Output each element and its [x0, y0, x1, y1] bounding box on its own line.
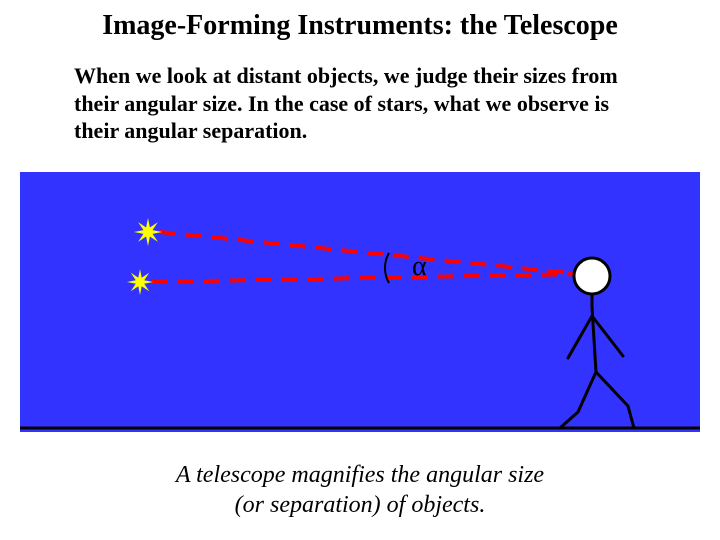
diagram-bg: [20, 172, 700, 432]
caption-line-1: A telescope magnifies the angular size: [176, 462, 544, 488]
slide: Image-Forming Instruments: the Telescope…: [0, 0, 720, 540]
caption-line-2: (or separation) of objects.: [0, 490, 720, 520]
angular-size-diagram: α: [20, 172, 700, 432]
star-icon: [127, 269, 153, 295]
alpha-label: α: [412, 251, 427, 282]
star-icon: [134, 218, 162, 246]
caption: A telescope magnifies the angular size (…: [0, 460, 720, 520]
body-text: When we look at distant objects, we judg…: [74, 62, 644, 145]
observer-head: [574, 258, 610, 294]
slide-title: Image-Forming Instruments: the Telescope: [0, 10, 720, 42]
